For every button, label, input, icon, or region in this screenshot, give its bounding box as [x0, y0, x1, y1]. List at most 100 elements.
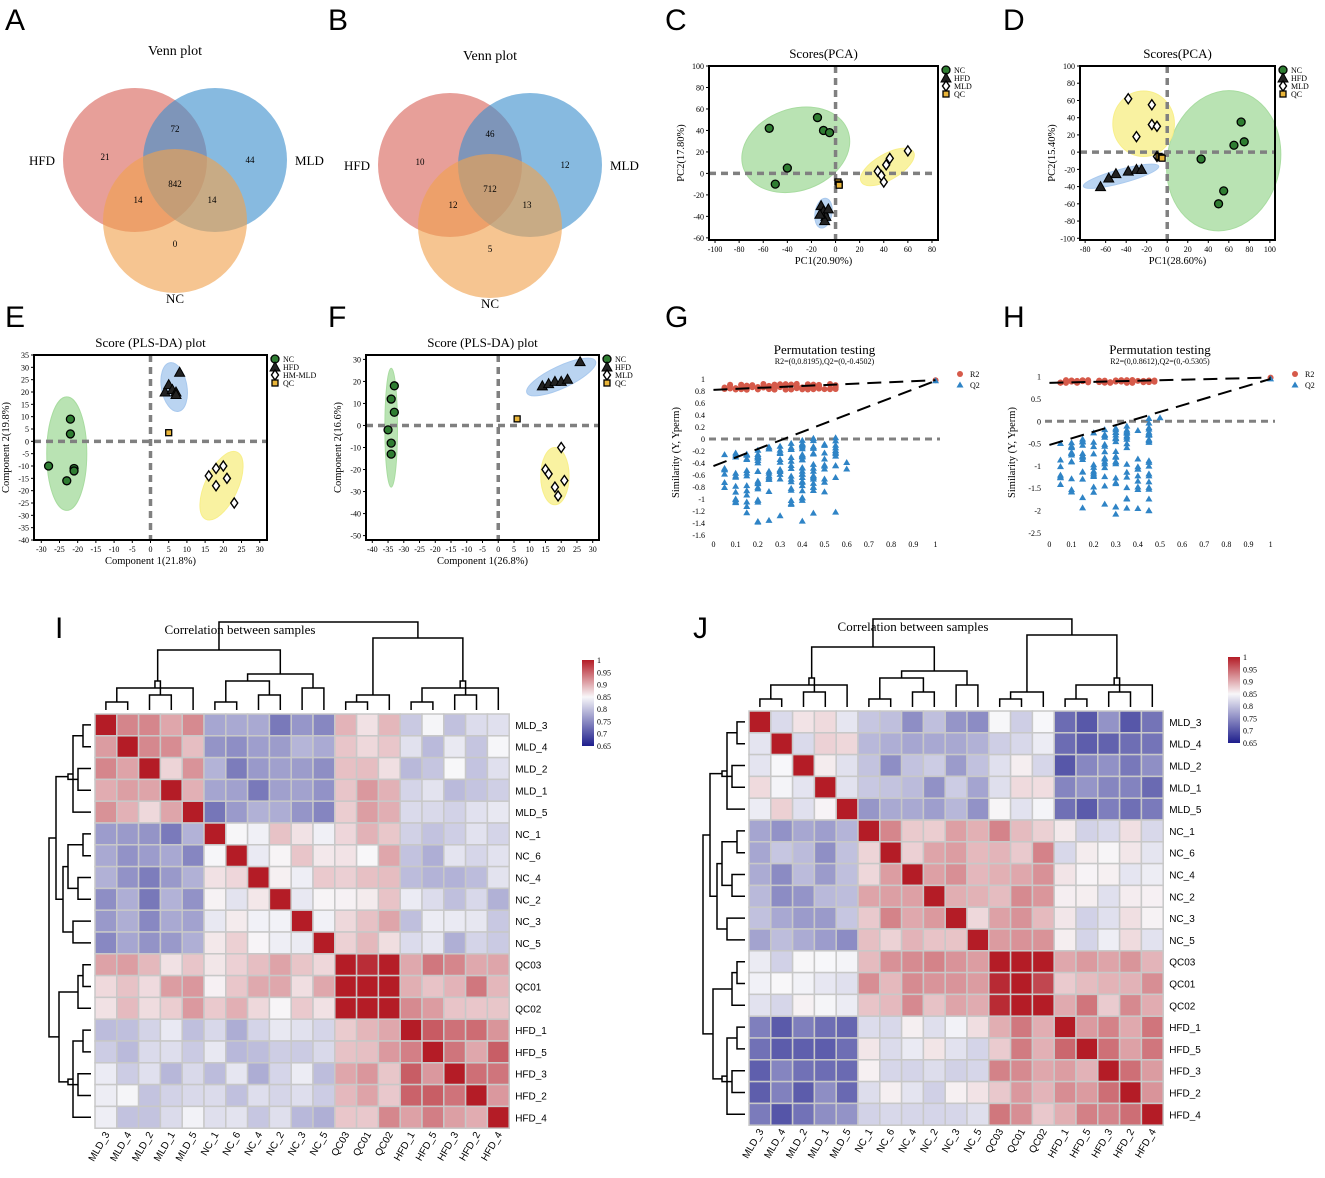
heatmap-cell [1075, 993, 1099, 1017]
q2-point [1145, 507, 1153, 514]
heatmap-cell [268, 778, 292, 802]
heatmap-cell [748, 753, 772, 778]
heatmap-cell [421, 909, 445, 933]
panel-label-j: J [693, 612, 708, 645]
heatmap-cell [421, 713, 445, 737]
heatmap-cell [268, 800, 292, 824]
heatmap-cell [399, 713, 423, 737]
q2-point [832, 462, 840, 469]
q2-point [787, 500, 795, 507]
heatmap-cell [1097, 1059, 1121, 1083]
row-label: NC_4 [515, 874, 541, 885]
heatmap-cell [246, 800, 271, 824]
heatmap-cell [857, 1102, 881, 1126]
heatmap-cell [879, 1037, 903, 1061]
x-tick-label: -30 [36, 545, 47, 554]
heatmap-cell [1053, 928, 1077, 952]
y-tick-label: -1.5 [1028, 484, 1041, 493]
row-label: HFD_4 [1169, 1110, 1201, 1121]
heatmap-cell [464, 1018, 489, 1042]
heatmap-cell [857, 841, 881, 865]
heatmap-cell [1053, 732, 1077, 756]
y-tick-label: 20 [1067, 131, 1075, 140]
x-tick-label: -80 [1080, 245, 1091, 254]
q2-point [776, 466, 784, 473]
row-label: MLD_1 [1169, 783, 1202, 794]
heatmap-cell [770, 1102, 794, 1126]
venn-set-label: NC [166, 291, 184, 306]
heatmap-cell [900, 884, 925, 908]
row-label: HFD_4 [515, 1113, 547, 1124]
x-tick-label: -20 [430, 545, 441, 554]
x-tick-label: 30 [256, 545, 264, 554]
heatmap-cell [770, 862, 794, 887]
dendrogram-branch [58, 991, 78, 1083]
col-label: HFD_4 [1134, 1127, 1160, 1160]
heatmap-cell [399, 1083, 423, 1108]
heatmap-cell [1031, 1037, 1055, 1061]
q2-point [798, 456, 806, 463]
x-tick-label: 20 [856, 245, 864, 254]
heatmap-cell [791, 732, 816, 756]
heatmap-cell [748, 710, 772, 734]
heatmap-cell [246, 822, 271, 846]
y-tick-label: -35 [18, 524, 29, 533]
q2-point [1056, 440, 1064, 447]
chart-title: Scores(PCA) [1143, 46, 1212, 61]
y-tick-label: 0 [700, 169, 704, 178]
colorbar-tick-label: 1 [597, 656, 601, 665]
heatmap-cell [137, 887, 162, 911]
heatmap-cell [1097, 1102, 1121, 1126]
x-tick-label: 0 [496, 545, 500, 554]
heatmap-cell [159, 756, 183, 781]
heatmap-cell [1031, 732, 1055, 756]
heatmap-cell [879, 950, 903, 974]
heatmap-cell [791, 841, 816, 865]
q2-point [732, 449, 740, 456]
heatmap-cell [1009, 841, 1034, 865]
heatmap-cell [770, 971, 794, 996]
q2-point [809, 437, 817, 444]
heatmap-cell [225, 1105, 249, 1129]
y-tick-label: 20 [353, 377, 361, 386]
q2-point [821, 488, 828, 495]
heatmap-cell [486, 778, 510, 802]
heatmap-cell [1118, 906, 1143, 930]
heatmap-cell [1118, 775, 1143, 799]
q2-point [743, 498, 751, 505]
heatmap-cell [944, 1037, 968, 1061]
heatmap-cell [966, 906, 990, 930]
point-mld [211, 479, 221, 492]
q2-point [1101, 482, 1109, 489]
point-qc [942, 90, 950, 98]
heatmap-cell [988, 753, 1012, 778]
heatmap-cell [1031, 1080, 1055, 1105]
heatmap-cell [1075, 753, 1099, 778]
heatmap-cell [857, 928, 881, 952]
heatmap-cell [1009, 1037, 1034, 1061]
heatmap-cell [748, 1080, 772, 1105]
heatmap-cell [1075, 950, 1099, 974]
heatmap-cell [181, 1040, 205, 1064]
heatmap-cell [268, 909, 292, 933]
heatmap-cell [159, 865, 183, 890]
confidence-ellipse [540, 447, 570, 506]
heatmap-cell [137, 1062, 162, 1086]
heatmap-cell [464, 778, 489, 802]
col-label: NC_2 [265, 1130, 288, 1158]
heatmap-cell [225, 909, 249, 933]
point-mld [544, 467, 553, 481]
heatmap-cell [988, 993, 1012, 1017]
x-tick-label: 0.1 [1067, 540, 1077, 549]
point-mld [885, 152, 895, 165]
col-label: NC_5 [962, 1127, 985, 1155]
y-axis-label: Similarity (Y, Yperm) [1007, 407, 1018, 498]
heatmap-cell [879, 1015, 903, 1039]
heatmap-cell [748, 884, 772, 908]
col-label: NC_6 [875, 1127, 898, 1155]
heatmap-cell [159, 887, 183, 911]
heatmap-cell [1009, 884, 1034, 908]
heatmap-cell [770, 950, 794, 974]
scatter-F: Score (PLS-DA) plot -40 -35 -30 -25 -20 -15 -10… [333, 335, 633, 567]
point-nc [43, 461, 54, 471]
